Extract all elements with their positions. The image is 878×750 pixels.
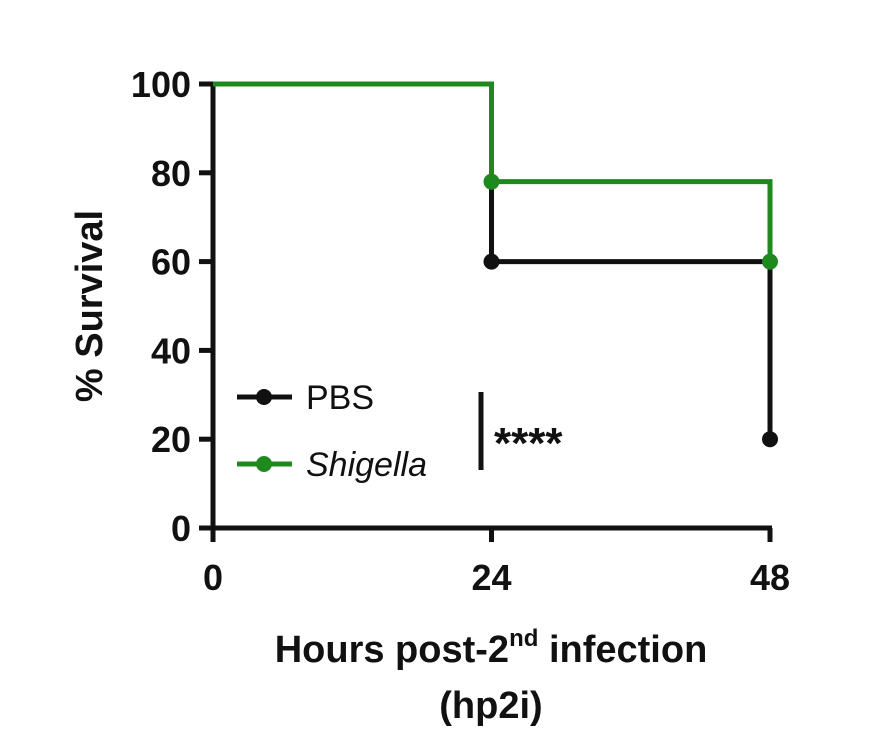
data-point-pbs-1 [762,431,778,448]
x-tick-label-48: 48 [750,557,790,598]
legend-label-shigella: Shigella [306,446,427,484]
x-axis-title-suffix: infection [538,629,707,671]
legend-marker-shigella [256,456,272,472]
y-tick-label-60: 60 [151,242,191,283]
x-tick-label-24: 24 [471,557,511,598]
x-axis-title-superscript: nd [509,625,538,652]
x-axis-title: Hours post-2nd infection [275,625,708,671]
data-point-shigella-0 [483,173,500,190]
x-tick-label-0: 0 [203,557,223,598]
data-point-pbs-0 [483,253,500,270]
legend-marker-pbs [256,389,272,405]
x-axis-title-line2: (hp2i) [439,685,542,727]
axes: 0 20 40 60 80 100 0 24 48 [131,64,790,598]
data-point-shigella-1 [762,253,778,270]
y-axis-title: % Survival [69,210,111,402]
legend-label-pbs: PBS [306,379,374,417]
legend: PBS Shigella [237,379,427,484]
y-tick-label-20: 20 [151,419,191,460]
significance-label: **** [494,419,563,468]
y-tick-label-100: 100 [131,64,191,105]
y-tick-label-80: 80 [151,153,191,194]
y-tick-label-0: 0 [171,508,191,549]
x-axis-title-main: Hours post-2 [275,629,509,671]
y-tick-label-40: 40 [151,330,191,371]
series-layer [213,81,778,448]
